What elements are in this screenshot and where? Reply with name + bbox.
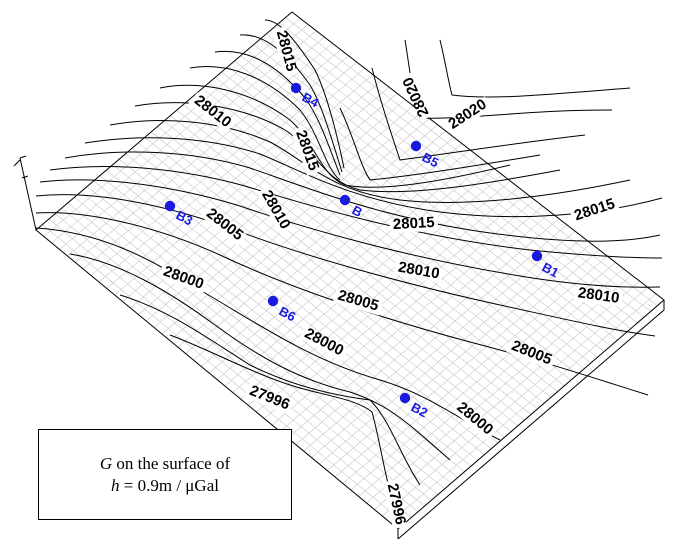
contour-line (39, 179, 661, 288)
contour-label: 28010 (577, 284, 621, 307)
contour-label-background (383, 479, 407, 530)
station-marker (164, 200, 176, 212)
contour-line (109, 120, 631, 203)
contour-line (239, 34, 343, 173)
contour-line (439, 39, 631, 98)
contour-label: 28020 (445, 96, 489, 133)
station-marker (290, 82, 302, 94)
contour-label-background (256, 186, 293, 235)
contour-label-background (332, 288, 383, 316)
contour-label: 28005 (336, 287, 381, 315)
contour-line (189, 66, 341, 181)
vertical-axis-tick-2 (13, 159, 21, 167)
legend-variable-h: h (111, 475, 120, 495)
legend-variable-g: G (99, 453, 113, 473)
contour-label-background (298, 325, 348, 361)
legend-text-1: on the surface of (112, 453, 231, 473)
contour-label-background (506, 338, 556, 370)
vertical-axis-tick-1 (19, 155, 27, 159)
station-marker (531, 250, 543, 262)
contour-line (404, 39, 613, 119)
legend-box: G on the surface of h = 0.9m / μGal (38, 429, 292, 520)
contour-label-background (271, 26, 298, 77)
contour-label-background (389, 216, 439, 234)
contour-label-background (573, 286, 624, 308)
contour-line (49, 166, 663, 259)
contour-label: 28010 (397, 259, 441, 283)
station-label: B3 (174, 207, 196, 228)
contour-label: 28015 (392, 214, 435, 233)
contour-label-background (200, 205, 248, 246)
contour-label: 28020 (399, 74, 432, 119)
contour-line (84, 137, 663, 218)
contour-label: 28015 (572, 195, 617, 224)
contour-line (134, 102, 561, 193)
station-label: B1 (540, 259, 562, 280)
contour-label-background (444, 96, 493, 135)
legend-text-2: = 0.9m / μGal (119, 475, 219, 495)
station-label: B2 (409, 399, 431, 420)
contour-line (35, 194, 656, 337)
vertical-axis (19, 157, 37, 231)
contour-line (371, 67, 586, 161)
contour-line (119, 294, 421, 486)
contour-label-background (291, 126, 321, 176)
station-label: B4 (300, 89, 322, 110)
legend-line-1: G on the surface of (100, 453, 230, 475)
contour-label: 27996 (384, 482, 409, 526)
station-marker (339, 194, 351, 206)
contour-label-background (451, 398, 497, 441)
contour-label-background (400, 71, 434, 121)
contour-label-background (158, 264, 208, 294)
contour-label-background (570, 197, 621, 226)
contour-line (169, 334, 399, 521)
contour-label: 28000 (453, 399, 496, 439)
contour-lines (35, 19, 663, 521)
contour-line (339, 107, 541, 181)
vertical-axis-tick-3 (21, 175, 29, 179)
station-marker (267, 295, 279, 307)
contour-line (159, 84, 511, 188)
contour-label-background (188, 92, 236, 133)
legend-line-2: h = 0.9m / μGal (111, 475, 219, 497)
contour-label: 28005 (203, 205, 246, 244)
surface-right-face (397, 300, 665, 539)
station-marker (410, 140, 422, 152)
station-marker (399, 392, 411, 404)
contour-label-background (393, 260, 444, 284)
contour-line (69, 253, 451, 461)
station-label: B6 (277, 303, 299, 324)
contour-label: 28005 (509, 337, 554, 368)
contour-line (35, 227, 501, 441)
station-label: B5 (420, 149, 442, 170)
contour-line (264, 19, 345, 169)
contour-line (214, 50, 341, 176)
contour-label-background (244, 383, 294, 415)
